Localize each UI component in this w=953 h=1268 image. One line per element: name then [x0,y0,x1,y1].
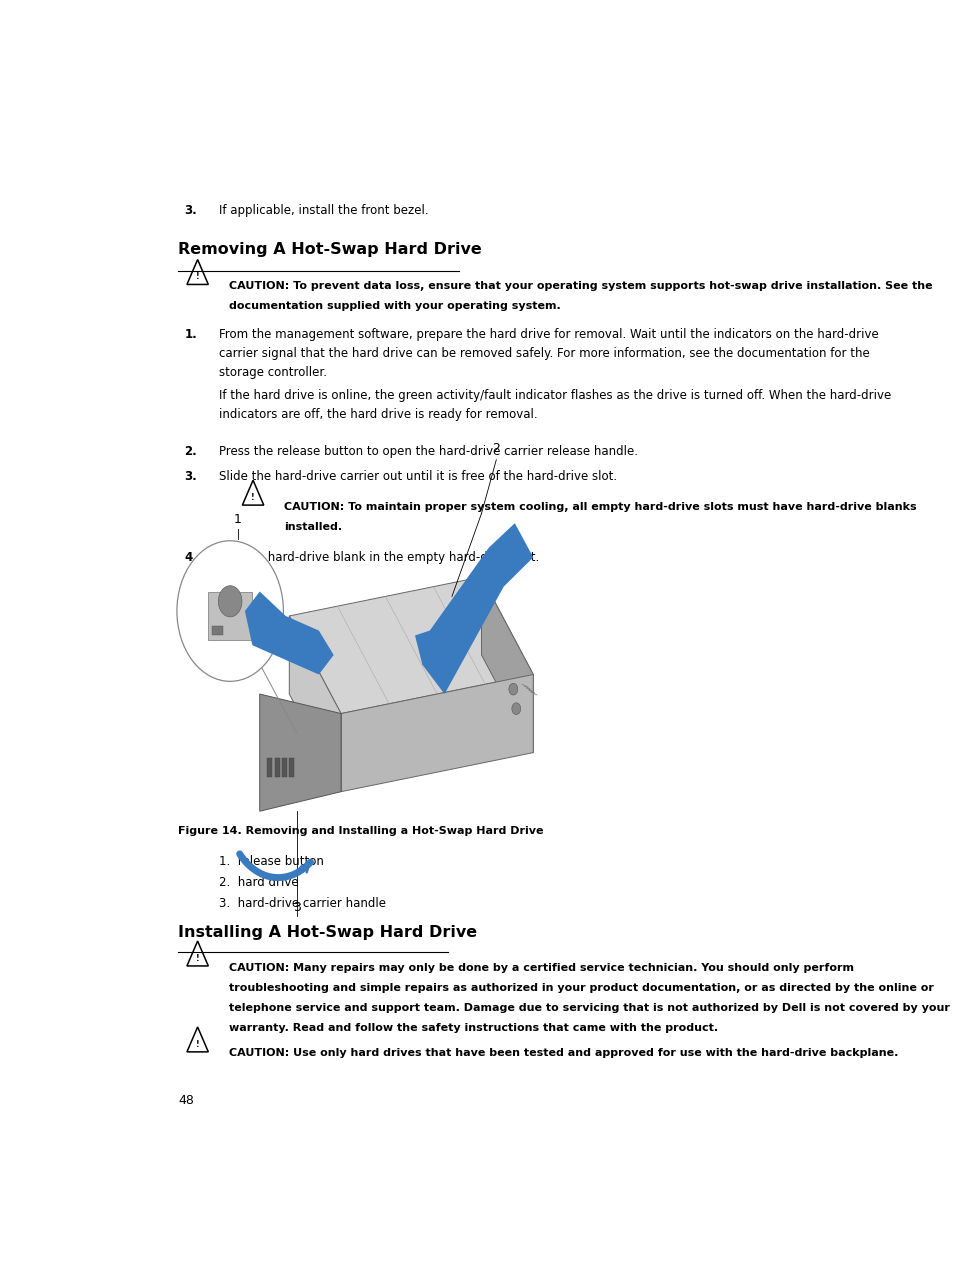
Text: telephone service and support team. Damage due to servicing that is not authoriz: telephone service and support team. Dama… [229,1003,948,1013]
Text: troubleshooting and simple repairs as authorized in your product documentation, : troubleshooting and simple repairs as au… [229,983,933,993]
Text: If applicable, install the front bezel.: If applicable, install the front bezel. [219,204,428,217]
Text: 2: 2 [492,441,499,455]
Text: !: ! [251,493,254,502]
Text: Insert a hard-drive blank in the empty hard-drive slot.: Insert a hard-drive blank in the empty h… [219,550,538,563]
Text: 1.: 1. [184,328,197,341]
Text: carrier signal that the hard drive can be removed safely. For more information, : carrier signal that the hard drive can b… [219,347,869,360]
Text: CAUTION: Use only hard drives that have been tested and approved for use with th: CAUTION: Use only hard drives that have … [229,1049,897,1059]
Text: !: ! [195,954,199,962]
Text: 1: 1 [233,514,241,526]
Text: CAUTION: To prevent data loss, ensure that your operating system supports hot-sw: CAUTION: To prevent data loss, ensure th… [229,281,931,292]
Text: 3.: 3. [184,204,197,217]
FancyBboxPatch shape [274,757,279,777]
Polygon shape [289,616,341,791]
Text: documentation supplied with your operating system.: documentation supplied with your operati… [229,301,559,311]
Text: 2.: 2. [184,445,197,458]
Polygon shape [245,591,334,675]
FancyBboxPatch shape [208,591,252,640]
Text: 4.: 4. [184,550,197,563]
Polygon shape [289,577,533,714]
Text: storage controller.: storage controller. [219,366,327,379]
Text: !: ! [195,1040,199,1049]
Text: !: ! [195,273,199,281]
Text: Slide the hard-drive carrier out until it is free of the hard-drive slot.: Slide the hard-drive carrier out until i… [219,470,617,483]
Text: From the management software, prepare the hard drive for removal. Wait until the: From the management software, prepare th… [219,328,878,341]
Text: CAUTION: To maintain proper system cooling, all empty hard-drive slots must have: CAUTION: To maintain proper system cooli… [284,502,916,512]
Polygon shape [341,675,533,791]
Circle shape [508,683,517,695]
Polygon shape [415,524,533,694]
Text: Removing A Hot-Swap Hard Drive: Removing A Hot-Swap Hard Drive [178,242,481,257]
Text: CAUTION: Many repairs may only be done by a certified service technician. You sh: CAUTION: Many repairs may only be done b… [229,962,853,973]
Polygon shape [259,694,341,812]
FancyBboxPatch shape [212,625,222,635]
Circle shape [176,540,283,681]
Text: Press the release button to open the hard-drive carrier release handle.: Press the release button to open the har… [219,445,638,458]
Text: 2.  hard drive: 2. hard drive [219,876,298,889]
Polygon shape [481,577,533,753]
FancyBboxPatch shape [267,757,272,777]
FancyBboxPatch shape [289,757,294,777]
Text: indicators are off, the hard drive is ready for removal.: indicators are off, the hard drive is re… [219,408,537,421]
Text: 1.  release button: 1. release button [219,855,324,869]
Text: If the hard drive is online, the green activity/fault indicator flashes as the d: If the hard drive is online, the green a… [219,389,890,402]
Text: 48: 48 [178,1094,194,1107]
Text: warranty. Read and follow the safety instructions that came with the product.: warranty. Read and follow the safety ins… [229,1022,717,1032]
Text: Installing A Hot-Swap Hard Drive: Installing A Hot-Swap Hard Drive [178,926,477,941]
FancyBboxPatch shape [282,757,287,777]
Text: 3.  hard-drive carrier handle: 3. hard-drive carrier handle [219,896,386,910]
Text: 3.: 3. [184,470,197,483]
Circle shape [512,702,520,715]
Text: 3: 3 [293,900,300,914]
Text: Figure 14. Removing and Installing a Hot-Swap Hard Drive: Figure 14. Removing and Installing a Hot… [178,825,543,836]
Text: installed.: installed. [284,521,342,531]
Circle shape [218,586,242,618]
